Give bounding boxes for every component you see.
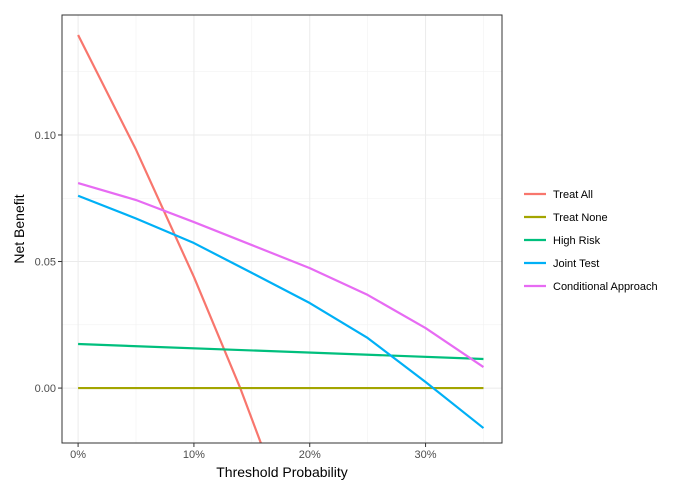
y-tick-label: 0.05 — [35, 257, 56, 269]
series-line-high-risk — [78, 342, 484, 361]
x-axis-title: Threshold Probability — [216, 464, 348, 480]
y-tick-label: 0.10 — [35, 130, 56, 142]
x-tick-label: 30% — [415, 449, 437, 461]
series-line-joint-test — [77, 194, 485, 429]
x-tick-label: 10% — [183, 449, 205, 461]
legend-label: Joint Test — [553, 258, 599, 270]
legend-label: Treat All — [553, 189, 593, 201]
grid — [62, 15, 502, 443]
x-tick-label: 0% — [70, 449, 86, 461]
x-axis: 0% 10% 20% 30% — [70, 443, 437, 461]
series-line-conditional-approach — [77, 182, 485, 368]
legend-label: High Risk — [553, 235, 601, 247]
x-tick-label: 20% — [299, 449, 321, 461]
legend-label: Conditional Approach — [553, 281, 658, 293]
y-axis: 0.00 0.05 0.10 — [35, 130, 62, 395]
series-lines — [77, 34, 485, 443]
panel-border — [61, 14, 503, 444]
y-tick-label: 0.00 — [35, 383, 56, 395]
series-line-treat-all — [77, 34, 263, 443]
legend-label: Treat None — [553, 212, 608, 224]
y-axis-title: Net Benefit — [11, 194, 27, 263]
legend: Treat All Treat None High Risk Joint Test Co… — [524, 189, 658, 293]
